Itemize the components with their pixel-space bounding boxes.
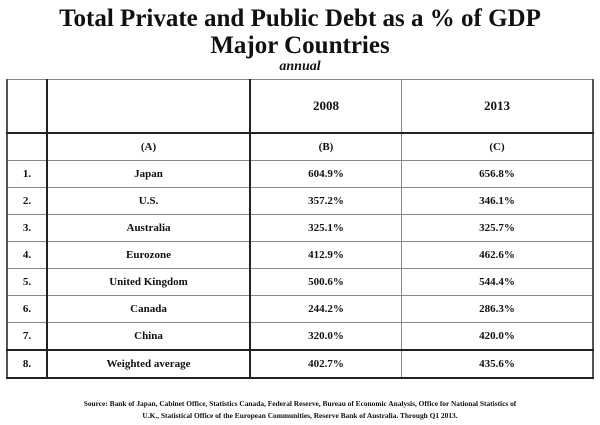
row-number: 6. [6, 295, 48, 323]
table-row-weighted-average: 8. Weighted average 402.7% 435.6% [6, 349, 594, 379]
country-name: Canada [46, 295, 251, 323]
country-name: Eurozone [46, 241, 251, 269]
row-number: 1. [6, 160, 48, 188]
header-blank-num [6, 79, 48, 134]
value-2008: 244.2% [249, 295, 402, 323]
column-label-a: (A) [46, 132, 251, 161]
value-2008: 412.9% [249, 241, 402, 269]
country-name: Weighted average [46, 349, 251, 379]
value-2008: 402.7% [249, 349, 402, 379]
value-2013: 420.0% [401, 322, 594, 351]
header-2013: 2013 [401, 79, 594, 134]
value-2013: 656.8% [401, 160, 594, 188]
row-number: 5. [6, 268, 48, 296]
value-2013: 286.3% [401, 295, 594, 323]
country-name: Australia [46, 214, 251, 242]
row-number: 8. [6, 349, 48, 379]
country-name: U.S. [46, 187, 251, 215]
subtitle: annual [279, 59, 321, 74]
table-row: 7. China 320.0% 420.0% [6, 322, 594, 351]
title-line-2: Major Countries [210, 32, 390, 59]
column-label-c: (C) [401, 132, 594, 161]
value-2013: 325.7% [401, 214, 594, 242]
country-name: Japan [46, 160, 251, 188]
value-2008: 357.2% [249, 187, 402, 215]
column-label-row: (A) (B) (C) [6, 132, 594, 161]
value-2013: 346.1% [401, 187, 594, 215]
table-row: 4. Eurozone 412.9% 462.6% [6, 241, 594, 269]
table-row: 3. Australia 325.1% 325.7% [6, 214, 594, 242]
year-header-row: 2008 2013 [6, 79, 594, 134]
value-2013: 435.6% [401, 349, 594, 379]
value-2008: 500.6% [249, 268, 402, 296]
value-2008: 604.9% [249, 160, 402, 188]
country-name: United Kingdom [46, 268, 251, 296]
table-row: 5. United Kingdom 500.6% 544.4% [6, 268, 594, 296]
column-label-blank [6, 132, 48, 161]
row-number: 7. [6, 322, 48, 351]
column-label-b: (B) [249, 132, 402, 161]
value-2013: 544.4% [401, 268, 594, 296]
header-blank-name [46, 79, 251, 134]
row-number: 3. [6, 214, 48, 242]
debt-table: 2008 2013 (A) (B) (C) 1. Japan 604.9% 65… [6, 79, 594, 379]
header-2008: 2008 [249, 79, 402, 134]
value-2008: 320.0% [249, 322, 402, 351]
table-row: 2. U.S. 357.2% 346.1% [6, 187, 594, 215]
value-2013: 462.6% [401, 241, 594, 269]
table-row: 1. Japan 604.9% 656.8% [6, 160, 594, 188]
source-line-2: U.K., Statistical Office of the European… [142, 411, 458, 420]
country-name: China [46, 322, 251, 351]
title-line-1: Total Private and Public Debt as a % of … [59, 5, 541, 32]
source-note: Source: Bank of Japan, Cabinet Office, S… [20, 398, 580, 422]
source-line-1: Source: Bank of Japan, Cabinet Office, S… [83, 399, 517, 408]
row-number: 2. [6, 187, 48, 215]
row-number: 4. [6, 241, 48, 269]
value-2008: 325.1% [249, 214, 402, 242]
table-row: 6. Canada 244.2% 286.3% [6, 295, 594, 323]
